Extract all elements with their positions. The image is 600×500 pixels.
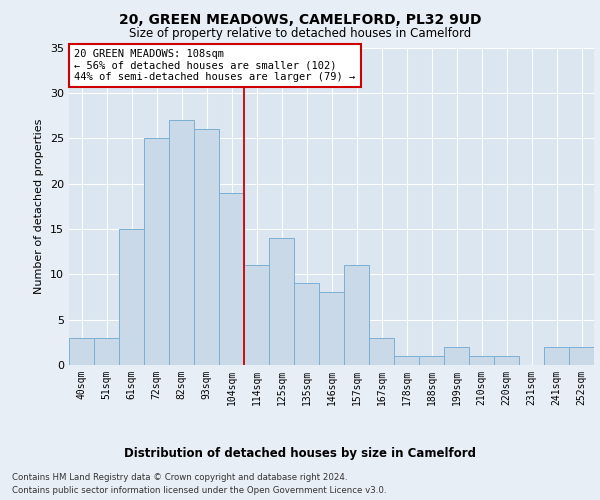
Bar (469, 356, 494, 365)
Bar (69, 338, 94, 365)
Bar (494, 356, 519, 365)
Bar (119, 229, 144, 365)
Bar (444, 347, 469, 365)
Bar (319, 292, 344, 365)
Bar (144, 138, 169, 365)
Text: Distribution of detached houses by size in Camelford: Distribution of detached houses by size … (124, 448, 476, 460)
Text: Contains public sector information licensed under the Open Government Licence v3: Contains public sector information licen… (12, 486, 386, 495)
Bar (194, 129, 219, 365)
Text: Contains HM Land Registry data © Crown copyright and database right 2024.: Contains HM Land Registry data © Crown c… (12, 472, 347, 482)
Bar (344, 265, 369, 365)
Text: Size of property relative to detached houses in Camelford: Size of property relative to detached ho… (129, 28, 471, 40)
Text: 20 GREEN MEADOWS: 108sqm
← 56% of detached houses are smaller (102)
44% of semi-: 20 GREEN MEADOWS: 108sqm ← 56% of detach… (74, 49, 355, 82)
Bar (219, 192, 244, 365)
Bar (419, 356, 444, 365)
Bar (294, 284, 319, 365)
Bar (94, 338, 119, 365)
Bar (394, 356, 419, 365)
Bar (269, 238, 294, 365)
Y-axis label: Number of detached properties: Number of detached properties (34, 118, 44, 294)
Bar (569, 347, 594, 365)
Text: 20, GREEN MEADOWS, CAMELFORD, PL32 9UD: 20, GREEN MEADOWS, CAMELFORD, PL32 9UD (119, 12, 481, 26)
Bar (169, 120, 194, 365)
Bar (544, 347, 569, 365)
Bar (244, 265, 269, 365)
Bar (369, 338, 394, 365)
